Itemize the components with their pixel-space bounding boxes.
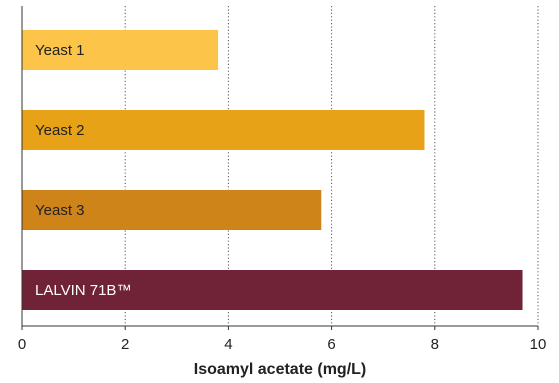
x-tick-label: 8 — [431, 336, 439, 353]
bar — [22, 30, 219, 70]
bars: Yeast 1 Yeast 2 Yeast 3 LALVIN 71B™ — [22, 30, 523, 310]
bar — [22, 270, 523, 310]
x-tick-label: 4 — [224, 336, 232, 353]
bar — [22, 110, 425, 150]
bar — [22, 190, 322, 230]
gridlines — [124, 6, 539, 326]
x-tick-label: 6 — [327, 336, 335, 353]
bar-label: Yeast 2 — [35, 122, 85, 139]
x-tick-labels: 0 2 4 6 8 10 — [18, 326, 547, 353]
bar-label: LALVIN 71B™ — [35, 282, 131, 299]
x-tick-label: 2 — [121, 336, 129, 353]
bar-label: Yeast 1 — [35, 42, 85, 59]
x-tick-label: 0 — [18, 336, 26, 353]
x-tick-label: 10 — [530, 336, 547, 353]
x-axis-title: Isoamyl acetate (mg/L) — [194, 361, 367, 378]
bar-label: Yeast 3 — [35, 202, 85, 219]
